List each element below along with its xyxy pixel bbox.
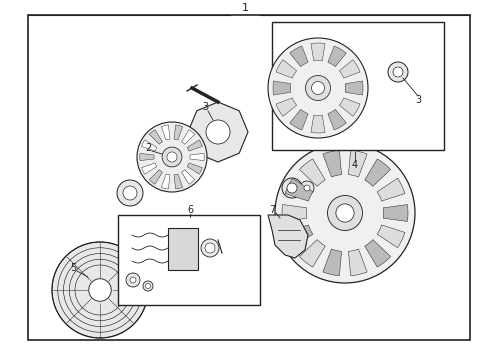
- Polygon shape: [299, 159, 325, 186]
- Polygon shape: [348, 150, 367, 177]
- Polygon shape: [365, 240, 391, 267]
- Circle shape: [275, 143, 415, 283]
- Polygon shape: [340, 60, 360, 78]
- Polygon shape: [290, 109, 308, 130]
- Bar: [118, 215, 260, 305]
- Polygon shape: [273, 81, 291, 95]
- Circle shape: [52, 242, 148, 338]
- Polygon shape: [140, 153, 154, 161]
- Circle shape: [146, 284, 150, 288]
- Polygon shape: [276, 98, 296, 116]
- Polygon shape: [174, 125, 183, 140]
- Polygon shape: [276, 60, 296, 78]
- Circle shape: [117, 180, 143, 206]
- Circle shape: [268, 38, 368, 138]
- Circle shape: [89, 279, 111, 301]
- Polygon shape: [323, 249, 342, 276]
- Polygon shape: [328, 46, 346, 67]
- Polygon shape: [285, 225, 313, 248]
- Circle shape: [393, 67, 403, 77]
- Polygon shape: [190, 153, 204, 161]
- Circle shape: [123, 186, 137, 200]
- Circle shape: [201, 239, 219, 257]
- Polygon shape: [377, 225, 405, 248]
- Polygon shape: [290, 46, 308, 67]
- Polygon shape: [282, 204, 307, 221]
- Polygon shape: [328, 109, 346, 130]
- Polygon shape: [348, 249, 367, 276]
- Circle shape: [143, 281, 153, 291]
- Circle shape: [137, 122, 207, 192]
- Circle shape: [312, 81, 324, 95]
- Polygon shape: [161, 174, 170, 189]
- Polygon shape: [174, 174, 183, 189]
- Text: 4: 4: [352, 160, 358, 170]
- Circle shape: [336, 204, 354, 222]
- Polygon shape: [383, 204, 408, 221]
- Circle shape: [282, 178, 302, 198]
- Polygon shape: [149, 170, 162, 184]
- Circle shape: [130, 277, 136, 283]
- Polygon shape: [161, 125, 170, 140]
- Polygon shape: [142, 163, 157, 174]
- Circle shape: [304, 185, 310, 191]
- Bar: [168, 228, 198, 270]
- Polygon shape: [323, 150, 342, 177]
- Circle shape: [206, 120, 230, 144]
- Text: 7: 7: [269, 205, 275, 215]
- Polygon shape: [365, 159, 391, 186]
- Text: 5: 5: [70, 263, 76, 273]
- Polygon shape: [311, 43, 325, 61]
- Circle shape: [126, 273, 140, 287]
- Polygon shape: [299, 240, 325, 267]
- Circle shape: [287, 183, 297, 193]
- Polygon shape: [187, 163, 202, 174]
- Text: 3: 3: [415, 95, 421, 105]
- Polygon shape: [142, 140, 157, 151]
- Circle shape: [162, 147, 182, 167]
- Polygon shape: [285, 178, 313, 201]
- Circle shape: [300, 181, 314, 195]
- Polygon shape: [182, 170, 195, 184]
- Circle shape: [327, 195, 363, 230]
- Circle shape: [167, 152, 177, 162]
- Polygon shape: [311, 115, 325, 133]
- Circle shape: [205, 243, 215, 253]
- Polygon shape: [377, 178, 405, 201]
- Circle shape: [388, 62, 408, 82]
- Circle shape: [305, 76, 330, 100]
- Polygon shape: [182, 130, 195, 144]
- Text: 3: 3: [202, 102, 208, 112]
- Text: 1: 1: [242, 3, 248, 13]
- Bar: [272, 22, 444, 150]
- Polygon shape: [187, 140, 202, 151]
- Polygon shape: [188, 102, 248, 162]
- Polygon shape: [345, 81, 363, 95]
- Polygon shape: [340, 98, 360, 116]
- Text: 2: 2: [145, 143, 151, 153]
- Text: 6: 6: [187, 205, 193, 215]
- Polygon shape: [268, 215, 308, 258]
- Polygon shape: [149, 130, 162, 144]
